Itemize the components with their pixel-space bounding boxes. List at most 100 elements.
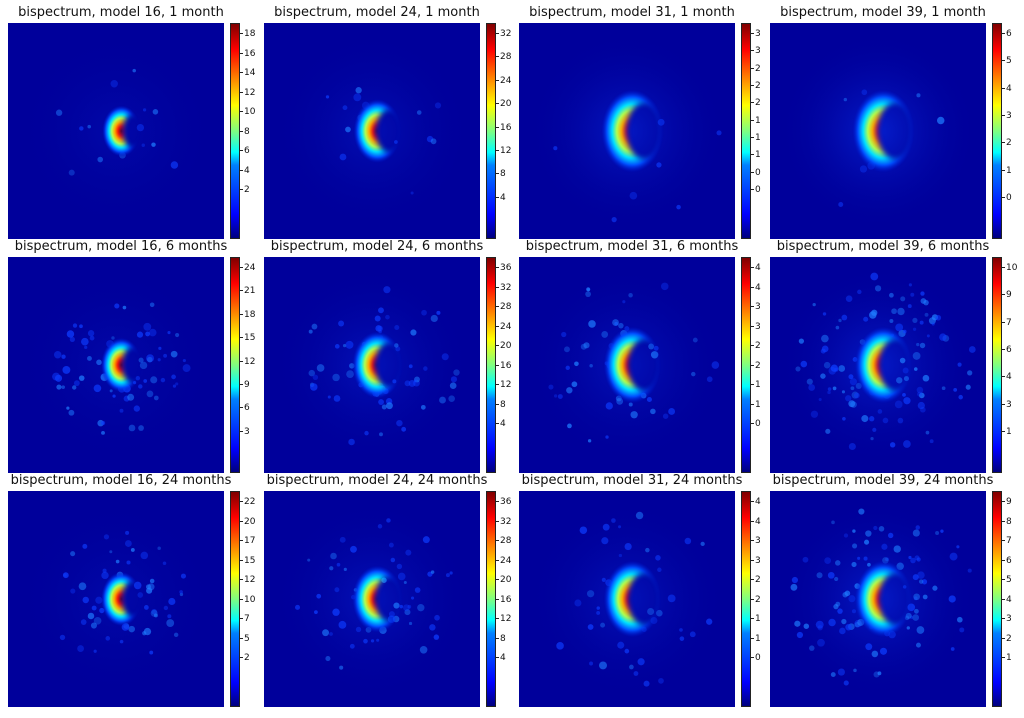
speckle [153, 395, 159, 401]
colorbar-tick-label: 3 [1006, 110, 1012, 121]
speckle [830, 672, 836, 677]
speckle [865, 643, 873, 651]
speckle [416, 110, 422, 115]
speckle [404, 609, 411, 616]
heatmap-image [519, 491, 735, 707]
speckle [612, 319, 619, 326]
speckle [822, 312, 827, 316]
speckle [401, 426, 407, 432]
colorbar-tick-label: 5 [1006, 575, 1012, 585]
speckle [809, 645, 815, 651]
speckle [127, 393, 135, 401]
speckle [163, 353, 168, 358]
speckle [956, 616, 963, 623]
speckle [585, 291, 591, 298]
speckle [339, 536, 346, 543]
speckle [170, 350, 178, 358]
speckle [556, 642, 564, 650]
speckle [180, 573, 186, 579]
speckle [405, 549, 412, 556]
speckle [812, 302, 816, 307]
colorbar-tick-label: 8 [500, 169, 506, 180]
speckle [894, 400, 903, 409]
colorbar-tickmark [496, 196, 499, 198]
speckle [941, 386, 946, 391]
speckle [667, 594, 676, 603]
colorbar-tick-label: 16 [500, 360, 512, 371]
speckle [160, 377, 166, 383]
colorbar-tick-label: 9 [1006, 497, 1012, 507]
speckle [645, 547, 650, 553]
speckle [82, 543, 88, 549]
colorbar-tickmark [1002, 87, 1005, 89]
speckle [407, 604, 412, 609]
speckle [796, 631, 804, 639]
speckle [849, 378, 857, 386]
speckle [420, 404, 426, 410]
colorbar-tickmark [240, 52, 243, 54]
speckle [656, 162, 662, 168]
colorbar-tickmark [751, 501, 754, 502]
speckle [81, 337, 89, 346]
speckle [397, 572, 406, 581]
colorbar-tick-label: 1 [755, 614, 761, 624]
speckle [345, 126, 351, 133]
crescent-signal [854, 326, 913, 404]
colorbar [992, 257, 1002, 473]
speckle [689, 631, 696, 638]
speckle [453, 369, 460, 376]
speckle [918, 579, 924, 584]
colorbar-tickmark [1002, 294, 1005, 296]
speckle [602, 523, 610, 531]
speckle [312, 374, 319, 381]
speckle [564, 346, 570, 353]
speckle [870, 436, 874, 441]
speckle [342, 105, 348, 111]
speckle [588, 320, 596, 328]
speckle [916, 342, 920, 347]
colorbar-tickmark [751, 267, 754, 268]
colorbar-tick-label: 3 [755, 29, 761, 39]
speckle [175, 332, 180, 338]
speckle [167, 331, 171, 335]
panel-title: bispectrum, model 24, 6 months [270, 239, 484, 254]
colorbar-tickmark [751, 598, 754, 600]
speckle [408, 380, 416, 387]
colorbar-tickmark [240, 501, 243, 502]
speckle [850, 386, 855, 391]
speckle [322, 629, 330, 637]
colorbar-tick-label: 7 [244, 614, 250, 624]
speckle [635, 511, 644, 520]
speckle [929, 439, 934, 444]
speckle [579, 526, 588, 534]
colorbar-tick-label: 10 [244, 594, 256, 605]
heatmap-plot [770, 257, 986, 473]
speckle [903, 440, 911, 448]
speckle [66, 330, 75, 338]
speckle [877, 671, 882, 676]
heatmap-image [770, 257, 986, 473]
colorbar-tick-label: 28 [500, 52, 512, 63]
speckle [872, 427, 877, 432]
colorbar-tick-label: 3 [755, 302, 761, 312]
panel-title: bispectrum, model 39, 6 months [776, 239, 990, 254]
colorbar-tick-label: 7 [1006, 536, 1012, 546]
colorbar-tickmark [1002, 430, 1005, 432]
speckle [957, 362, 962, 367]
heatmap-plot [264, 491, 480, 707]
speckle [838, 202, 844, 207]
colorbar-tick-label: 2 [755, 81, 761, 91]
speckle [377, 325, 383, 332]
speckle [93, 384, 102, 393]
speckle [124, 540, 132, 547]
speckle [924, 312, 929, 317]
speckle [308, 369, 315, 377]
colorbar-tickmark [240, 91, 243, 93]
speckle [864, 539, 870, 545]
colorbar-tickmark [240, 559, 243, 561]
panel-title: bispectrum, model 31, 6 months [525, 239, 739, 254]
speckle [790, 583, 798, 591]
colorbar-tickmark [1002, 321, 1005, 323]
colorbar-tickmark [751, 102, 754, 104]
speckle [449, 571, 453, 575]
